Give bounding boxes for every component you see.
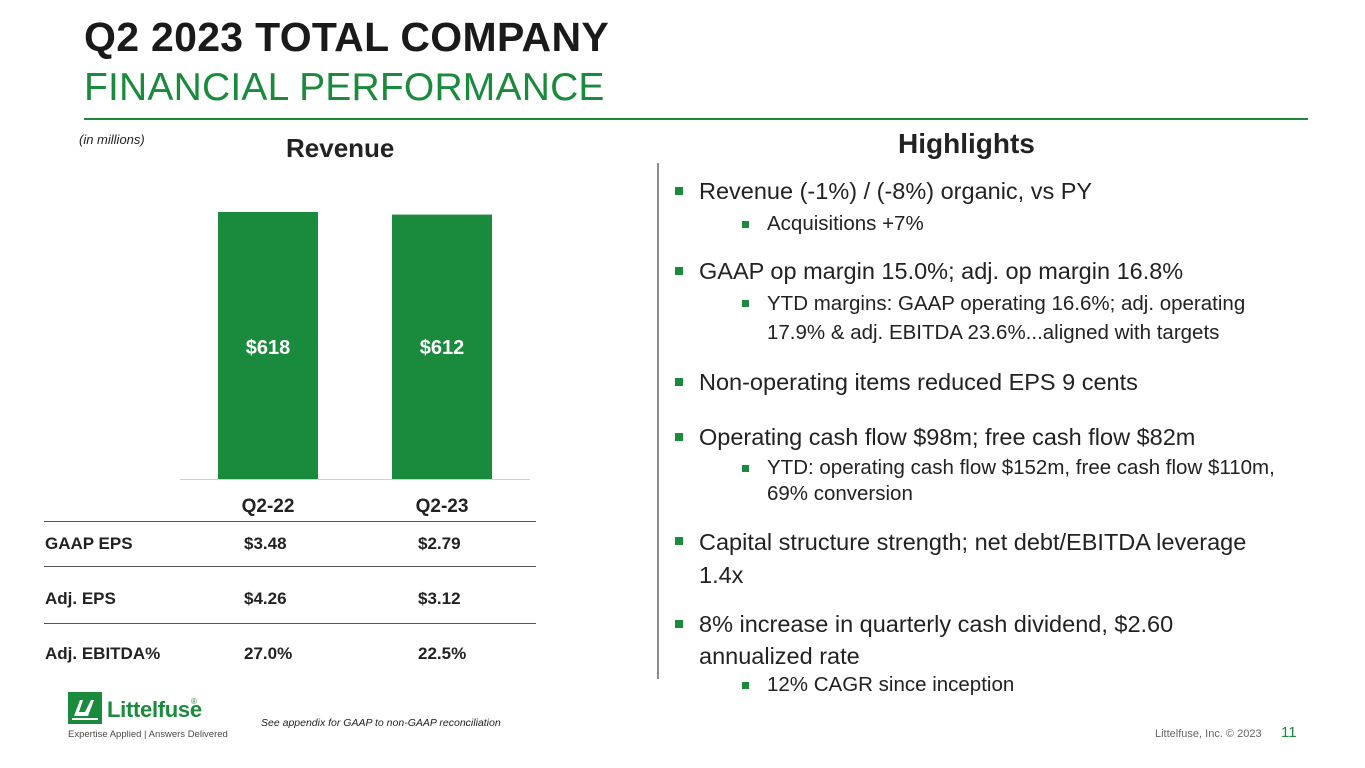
highlight-sub-bullet-continued: 17.9% & adj. EBITDA 23.6%...aligned with… bbox=[767, 321, 1220, 344]
littelfuse-logo-icon bbox=[68, 692, 102, 724]
table-row-label: Adj. EBITDA% bbox=[45, 644, 161, 663]
table-cell: $3.12 bbox=[418, 589, 461, 608]
bullet-icon bbox=[742, 221, 749, 228]
logo-tagline: Expertise Applied | Answers Delivered bbox=[68, 729, 228, 740]
units-note: (in millions) bbox=[79, 132, 145, 147]
category-label-q2-22: Q2-22 bbox=[241, 496, 295, 517]
bullet-icon bbox=[742, 682, 749, 689]
table-cell: $3.48 bbox=[244, 534, 287, 553]
chart-title: Revenue bbox=[286, 133, 395, 163]
table-cell: 27.0% bbox=[244, 644, 293, 663]
highlight-bullet: Non-operating items reduced EPS 9 cents bbox=[699, 369, 1138, 395]
table-cell: $2.79 bbox=[418, 534, 461, 553]
highlights-title: Highlights bbox=[898, 128, 1035, 159]
bullet-icon bbox=[675, 433, 683, 441]
logo-wordmark: Littelfuse bbox=[107, 697, 202, 722]
highlight-sub-bullet: Acquisitions +7% bbox=[767, 212, 924, 235]
page-subtitle: FINANCIAL PERFORMANCE bbox=[84, 66, 605, 109]
copyright: Littelfuse, Inc. © 2023 bbox=[1155, 728, 1262, 740]
bullet-icon bbox=[675, 187, 683, 195]
bar-q2-23 bbox=[392, 214, 492, 480]
table-cell: 22.5% bbox=[418, 644, 467, 663]
table-divider bbox=[44, 623, 536, 624]
table-divider bbox=[44, 566, 536, 567]
bar-q2-22 bbox=[218, 212, 318, 479]
data-label-q2-22: $618 bbox=[246, 337, 291, 359]
highlight-bullet-continued: annualized rate bbox=[699, 643, 860, 669]
highlight-bullet: Revenue (-1%) / (-8%) organic, vs PY bbox=[699, 178, 1093, 204]
highlight-sub-bullet: YTD: operating cash flow $152m, free cas… bbox=[767, 456, 1275, 479]
category-label-q2-23: Q2-23 bbox=[415, 496, 469, 517]
highlight-sub-bullet: 12% CAGR since inception bbox=[767, 673, 1015, 696]
table-divider bbox=[44, 521, 536, 522]
revenue-chart: $618 $612 bbox=[180, 212, 530, 480]
highlight-bullet-continued: 1.4x bbox=[699, 562, 744, 588]
table-cell: $4.26 bbox=[244, 589, 287, 608]
footnote: See appendix for GAAP to non-GAAP reconc… bbox=[261, 717, 501, 729]
registered-mark: ® bbox=[191, 697, 197, 706]
highlight-bullet: 8% increase in quarterly cash dividend, … bbox=[699, 611, 1174, 637]
table-row-label: GAAP EPS bbox=[45, 534, 133, 553]
page-title: Q2 2023 TOTAL COMPANY bbox=[84, 14, 610, 60]
bullet-icon bbox=[742, 465, 749, 472]
highlight-bullet: GAAP op margin 15.0%; adj. op margin 16.… bbox=[699, 258, 1184, 284]
bullet-icon bbox=[742, 300, 749, 307]
bullet-icon bbox=[675, 267, 683, 275]
title-divider bbox=[84, 118, 1308, 120]
column-divider bbox=[657, 163, 659, 679]
highlight-bullet: Capital structure strength; net debt/EBI… bbox=[699, 529, 1247, 555]
bullet-icon bbox=[675, 378, 683, 386]
data-label-q2-23: $612 bbox=[420, 337, 465, 359]
highlight-bullet: Operating cash flow $98m; free cash flow… bbox=[699, 424, 1196, 450]
bullet-icon bbox=[675, 620, 683, 628]
page-number: 11 bbox=[1281, 724, 1297, 741]
highlight-sub-bullet-continued: 69% conversion bbox=[767, 482, 913, 505]
table-row-label: Adj. EPS bbox=[45, 589, 116, 608]
highlight-sub-bullet: YTD margins: GAAP operating 16.6%; adj. … bbox=[767, 292, 1246, 315]
bullet-icon bbox=[675, 537, 683, 545]
